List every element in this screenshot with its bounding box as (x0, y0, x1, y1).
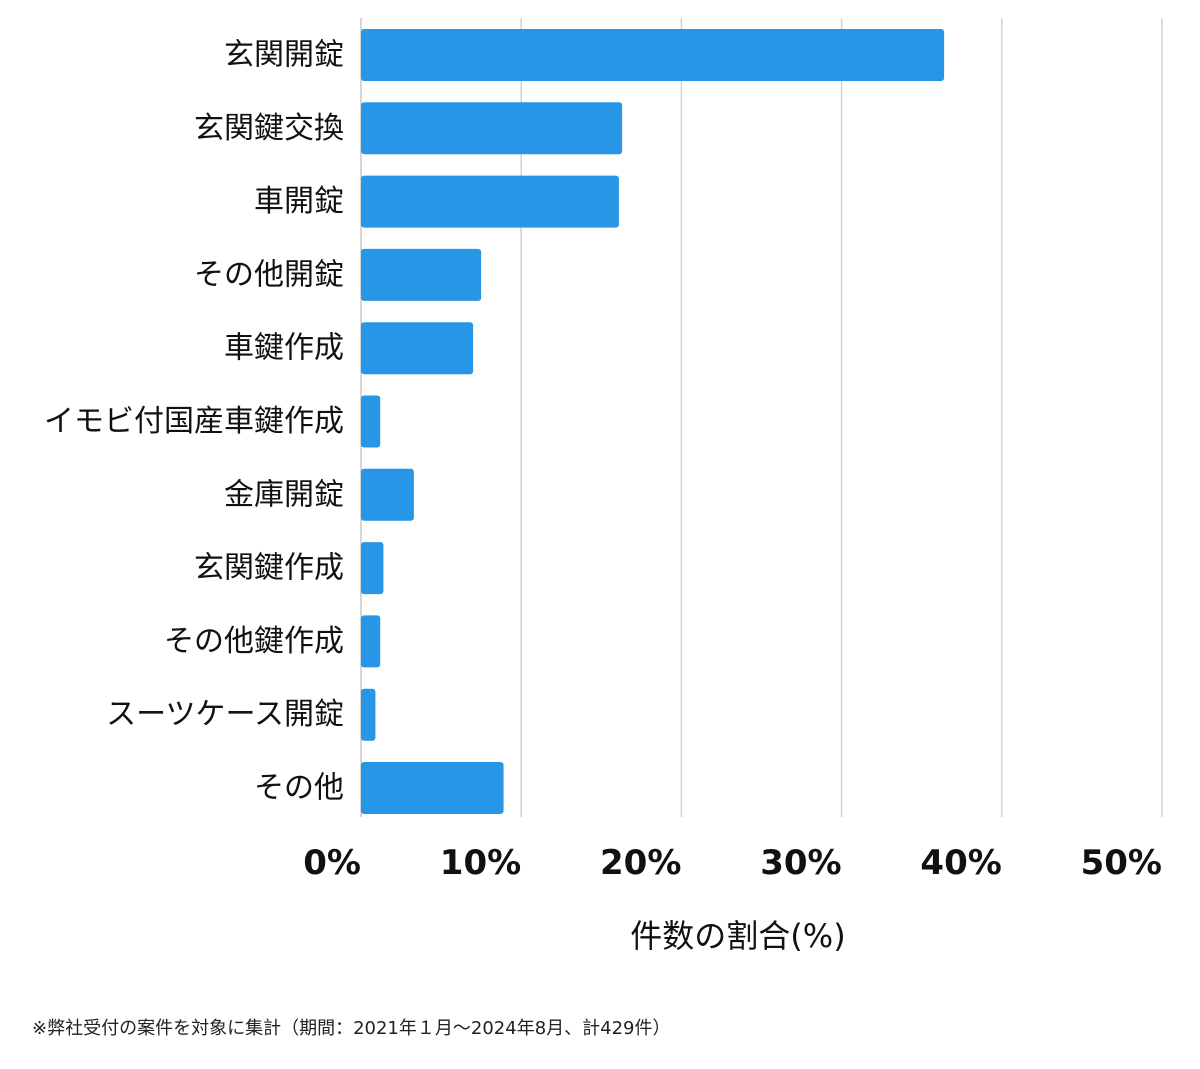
category-label: 玄関鍵交換 (194, 111, 344, 146)
category-label: その他開錠 (194, 257, 344, 292)
bar (361, 762, 504, 814)
x-tick-label: 0% (303, 843, 361, 883)
x-tick-label: 10% (440, 843, 521, 883)
category-label: 玄関開錠 (224, 38, 344, 73)
bar (361, 395, 381, 448)
x-tick-label: 30% (760, 843, 841, 883)
bar (361, 175, 619, 228)
category-label: 金庫開錠 (224, 477, 344, 512)
category-label: 車鍵作成 (224, 331, 344, 366)
x-tick-labels: 0% 10% 20% 30% 40% 50% (303, 843, 1162, 883)
category-label: 車開錠 (254, 184, 344, 219)
category-label: 玄関鍵作成 (194, 551, 344, 586)
category-label: イモビ付国産車鍵作成 (44, 404, 344, 439)
bar (361, 688, 376, 741)
x-tick-label: 50% (1081, 843, 1162, 883)
bars (361, 29, 945, 814)
bar (361, 29, 945, 81)
bar (361, 322, 474, 375)
x-tick-label: 40% (920, 843, 1001, 883)
category-label: その他鍵作成 (164, 624, 344, 659)
bar (361, 468, 414, 521)
category-label: スーツケース開錠 (106, 697, 344, 732)
bar (361, 248, 482, 301)
category-labels: 玄関開錠玄関鍵交換車開錠その他開錠車鍵作成イモビ付国産車鍵作成金庫開錠玄関鍵作成… (44, 38, 344, 806)
x-axis-title: 件数の割合(%) (630, 917, 845, 955)
bar (361, 615, 381, 668)
bar (361, 542, 384, 595)
x-tick-label: 20% (600, 843, 681, 883)
bar (361, 102, 623, 155)
footnote: ※弊社受付の案件を対象に集計（期間：2021年１月〜2024年8月、計429件） (32, 1018, 671, 1039)
category-label: その他 (254, 771, 344, 806)
